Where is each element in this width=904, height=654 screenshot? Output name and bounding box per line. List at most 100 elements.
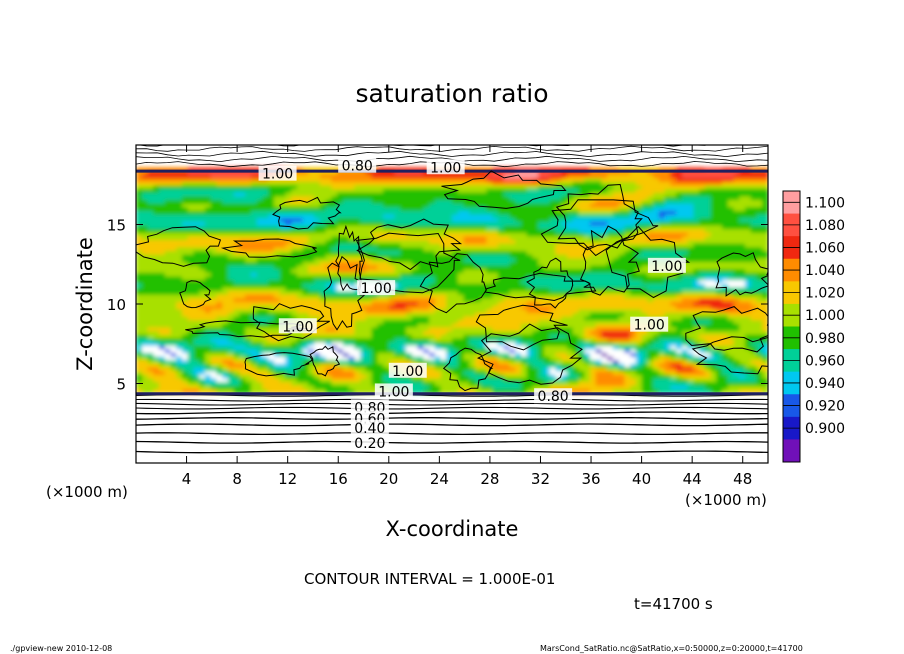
field-cell	[279, 214, 286, 219]
field-cell	[406, 196, 413, 201]
field-cell	[566, 276, 574, 281]
field-cell	[440, 265, 447, 270]
field-cell	[394, 225, 401, 230]
field-cell	[136, 181, 143, 187]
field-cell	[325, 192, 332, 197]
field-cell	[394, 232, 401, 238]
field-cell	[676, 174, 683, 179]
field-cell	[216, 305, 223, 310]
field-cell	[497, 258, 505, 263]
field-cell	[325, 189, 332, 194]
field-cell	[170, 302, 177, 307]
field-cell	[204, 192, 212, 197]
field-cell	[492, 327, 499, 332]
field-cell	[722, 240, 729, 245]
field-cell	[153, 309, 160, 314]
field-cell	[750, 218, 758, 223]
field-cell	[635, 210, 643, 216]
field-cell	[222, 283, 229, 289]
field-cell	[222, 221, 229, 227]
field-cell	[492, 254, 499, 259]
field-cell	[756, 302, 763, 307]
field-cell	[233, 236, 241, 241]
field-cell	[457, 210, 465, 216]
field-cell	[141, 214, 149, 219]
field-cell	[733, 305, 740, 310]
field-cell	[733, 243, 740, 248]
field-cell	[480, 261, 488, 267]
field-cell	[469, 261, 476, 267]
field-cell	[618, 294, 625, 299]
field-cell	[612, 312, 620, 318]
field-cell	[670, 327, 677, 332]
field-cell	[411, 280, 419, 285]
field-cell	[360, 207, 367, 212]
field-cell	[268, 309, 275, 314]
field-cell	[474, 302, 482, 307]
field-cell	[555, 167, 562, 172]
field-cell	[233, 291, 241, 296]
field-cell	[515, 323, 522, 329]
field-cell	[239, 298, 246, 303]
field-cell	[423, 294, 430, 299]
field-cell	[394, 200, 401, 205]
field-cell	[647, 309, 654, 314]
field-cell	[222, 316, 229, 321]
field-cell	[400, 174, 407, 179]
field-cell	[291, 240, 298, 245]
field-cell	[693, 269, 700, 274]
field-cell	[653, 243, 660, 248]
field-cell	[687, 316, 694, 321]
field-cell	[647, 287, 654, 292]
field-cell	[509, 196, 516, 201]
field-cell	[400, 323, 407, 329]
field-cell	[337, 283, 344, 289]
field-cell	[400, 170, 407, 176]
field-cell	[285, 243, 292, 248]
field-cell	[497, 207, 505, 212]
field-cell	[273, 298, 281, 303]
field-cell	[635, 312, 643, 318]
field-cell	[469, 203, 476, 208]
field-cell	[463, 254, 470, 259]
field-cell	[216, 323, 223, 329]
field-cell	[601, 240, 608, 245]
field-cell	[733, 254, 740, 259]
field-cell	[486, 316, 493, 321]
field-cell	[296, 254, 304, 259]
field-cell	[187, 331, 195, 336]
field-cell	[486, 305, 493, 310]
field-cell	[400, 280, 407, 285]
field-cell	[727, 251, 735, 256]
field-cell	[314, 269, 321, 274]
field-cell	[302, 240, 309, 245]
field-cell	[561, 309, 568, 314]
field-cell	[584, 203, 591, 208]
field-cell	[377, 232, 384, 238]
field-cell	[664, 170, 671, 176]
field-cell	[555, 254, 562, 259]
field-cell	[164, 265, 172, 270]
field-cell	[429, 320, 436, 325]
field-cell	[377, 229, 384, 234]
field-cell	[601, 309, 608, 314]
field-cell	[227, 243, 235, 248]
field-cell	[480, 189, 488, 194]
field-cell	[538, 276, 545, 281]
field-cell	[486, 287, 493, 292]
field-cell	[457, 243, 465, 248]
field-cell	[756, 170, 763, 176]
field-cell	[497, 196, 505, 201]
field-cell	[199, 302, 206, 307]
field-cell	[739, 189, 746, 194]
field-cell	[497, 316, 505, 321]
field-cell	[750, 283, 758, 289]
field-cell	[285, 240, 292, 245]
field-cell	[147, 283, 154, 289]
field-cell	[400, 316, 407, 321]
field-cell	[745, 258, 752, 263]
field-cell	[607, 291, 614, 296]
field-cell	[710, 291, 717, 296]
field-cell	[572, 243, 579, 248]
field-cell	[365, 254, 373, 259]
